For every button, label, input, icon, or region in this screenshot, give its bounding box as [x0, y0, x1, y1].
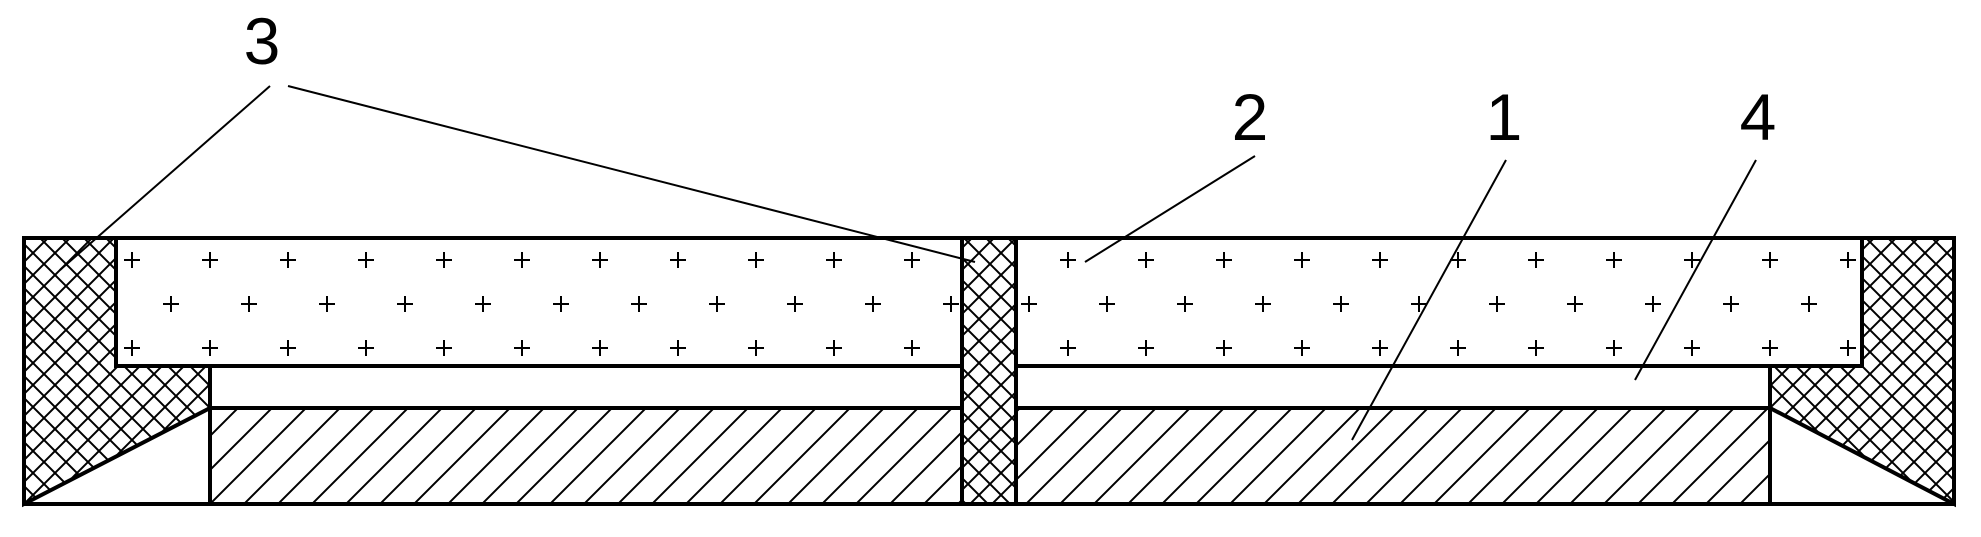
- label-1: 1: [1486, 80, 1523, 154]
- leader-3: [288, 86, 975, 262]
- label-2: 2: [1232, 80, 1269, 154]
- labels: 3 2 1 4: [60, 4, 1776, 440]
- layer-1-left: [210, 408, 962, 504]
- pillar-middle: [962, 238, 1016, 504]
- layer-1-right: [1016, 408, 1770, 504]
- label-3: 3: [244, 4, 281, 78]
- label-4: 4: [1740, 80, 1777, 154]
- fills: [0, 238, 1981, 504]
